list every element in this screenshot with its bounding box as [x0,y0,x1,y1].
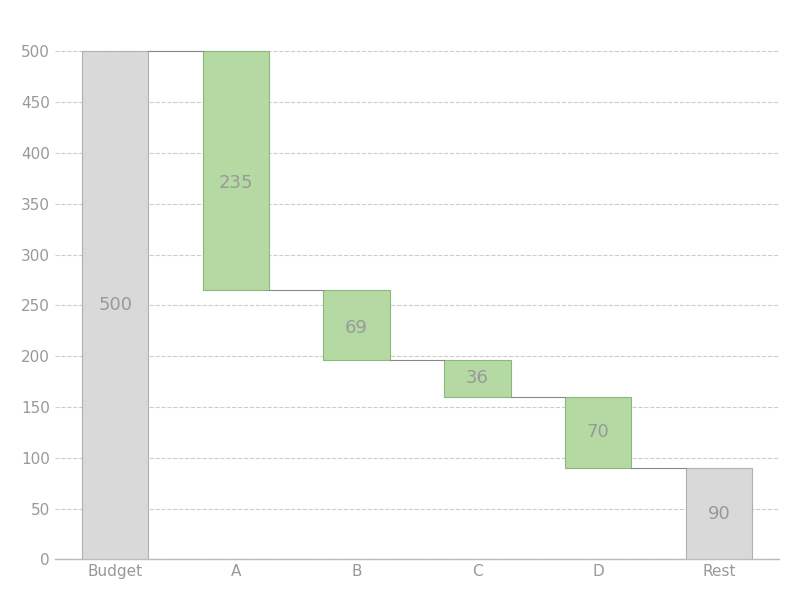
Text: 70: 70 [586,424,610,442]
Text: 36: 36 [466,370,489,388]
Bar [202,52,269,290]
Text: 69: 69 [345,319,368,337]
Bar [444,360,510,397]
Bar [82,52,148,559]
Text: 235: 235 [218,175,253,193]
Bar [565,397,631,468]
Text: 90: 90 [707,505,730,523]
Bar [323,290,390,360]
Bar [686,468,752,559]
Text: 500: 500 [98,296,132,314]
